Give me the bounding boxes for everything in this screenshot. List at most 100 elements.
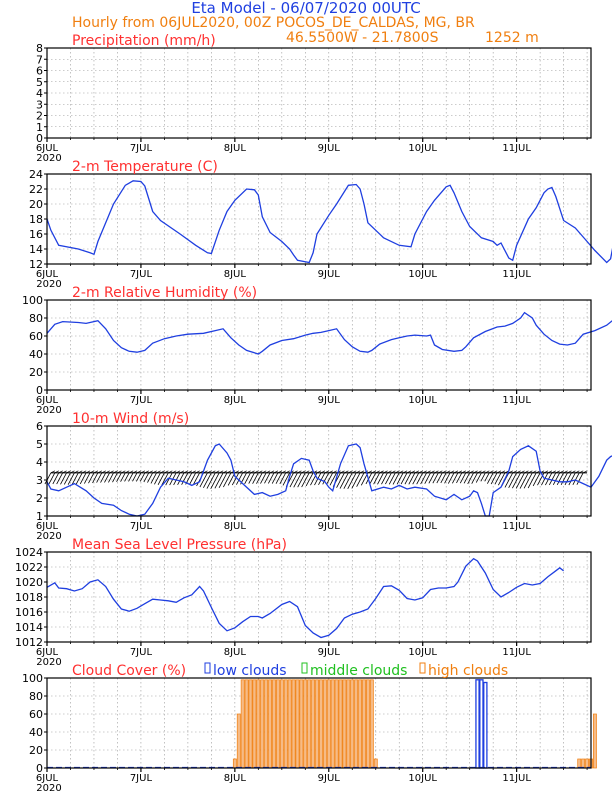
wind-barb bbox=[192, 472, 200, 486]
wind-barb bbox=[484, 472, 490, 482]
wind-barb-tick bbox=[446, 470, 451, 474]
relative_humidity-ytick-label: 0 bbox=[36, 384, 43, 397]
wind-barb bbox=[504, 472, 514, 488]
temperature-ytick-label: 24 bbox=[29, 168, 43, 181]
high-cloud-bar bbox=[279, 679, 284, 769]
wind-barb bbox=[436, 472, 443, 484]
temperature-day-label: 9JUL bbox=[318, 269, 341, 280]
high-cloud-bar bbox=[592, 713, 597, 769]
wind-barb-tick bbox=[328, 470, 333, 474]
wind-barb-tick bbox=[54, 470, 60, 474]
mslp-ytick-label: 1024 bbox=[15, 546, 43, 559]
wind-barb-tick bbox=[66, 470, 71, 474]
wind-barb bbox=[459, 472, 467, 484]
wind-barb-tick bbox=[207, 470, 212, 474]
wind-barb bbox=[282, 472, 291, 486]
wind-barb-tick bbox=[465, 470, 470, 474]
wind-barb-tick bbox=[516, 470, 521, 474]
high-cloud-bar bbox=[358, 679, 363, 769]
wind-barb-tick bbox=[379, 470, 384, 474]
cloud_cover-frame bbox=[46, 677, 592, 769]
wind-barb bbox=[343, 472, 353, 489]
precipitation-ytick-label: 3 bbox=[36, 98, 43, 111]
high-cloud-bar bbox=[322, 679, 327, 769]
precipitation-ytick-label: 7 bbox=[36, 53, 43, 66]
wind-barb-tick bbox=[547, 470, 553, 474]
wind-barb-tick bbox=[101, 470, 106, 474]
wind-barb-tick bbox=[273, 470, 279, 474]
wind-barb bbox=[199, 472, 208, 488]
wind-barb-tick bbox=[430, 470, 435, 474]
wind-barb bbox=[326, 472, 334, 485]
temperature-ytick-label: 14 bbox=[29, 243, 43, 256]
wind-barb-tick bbox=[113, 470, 118, 474]
temperature-day-label: 7JUL bbox=[130, 269, 153, 280]
relative_humidity-ytick-label: 80 bbox=[29, 312, 43, 325]
wind-barb-tick bbox=[500, 470, 506, 474]
wind-barb-tick bbox=[164, 470, 169, 474]
wind-barb bbox=[564, 472, 572, 486]
wind-barb-tick bbox=[371, 470, 377, 474]
wind-barb bbox=[556, 472, 564, 486]
high-cloud-bar bbox=[334, 679, 339, 769]
wind-barb-tick bbox=[344, 470, 349, 474]
station-elevation: 1252 m bbox=[485, 30, 539, 46]
wind-barb bbox=[214, 472, 224, 489]
wind-barb-tick bbox=[340, 470, 345, 474]
wind-barb-tick bbox=[238, 470, 243, 474]
wind-barb-tick bbox=[332, 470, 337, 474]
mslp-day-label: 11JUL bbox=[502, 647, 531, 658]
wind-barb-tick bbox=[222, 470, 228, 474]
wind-barb-tick bbox=[359, 470, 365, 474]
precipitation-ytick-label: 4 bbox=[36, 87, 43, 100]
cloud_cover-ytick-label: 20 bbox=[29, 744, 43, 757]
relative_humidity-day-label: 6JUL bbox=[36, 395, 59, 406]
high-cloud-bar bbox=[366, 679, 370, 769]
wind-barb-tick bbox=[320, 470, 326, 474]
wind-barb bbox=[408, 472, 416, 485]
high-cloud-bar bbox=[244, 679, 249, 769]
wind-barb-tick bbox=[269, 470, 275, 474]
wind-barb bbox=[305, 472, 314, 487]
wind-barb-tick bbox=[571, 470, 576, 474]
wind-barb bbox=[519, 472, 529, 489]
wind-barb-tick bbox=[136, 470, 142, 474]
wind-barb bbox=[336, 472, 345, 488]
high-cloud-bar bbox=[283, 679, 288, 769]
high-clouds-legend-label: high clouds bbox=[428, 663, 508, 679]
high-cloud-bar bbox=[350, 679, 355, 769]
mslp-ytick-label: 1012 bbox=[15, 636, 43, 649]
wind-barb bbox=[463, 472, 471, 484]
precipitation-day-label: 9JUL bbox=[318, 143, 341, 154]
wind-barb bbox=[369, 472, 377, 485]
wind-barb bbox=[112, 472, 118, 483]
wind-barb bbox=[385, 472, 392, 485]
high-cloud-bar bbox=[585, 758, 590, 769]
wind-barb bbox=[100, 472, 107, 483]
wind-frame bbox=[46, 425, 592, 517]
cloud_cover-ytick-label: 80 bbox=[29, 690, 43, 703]
wind-barb bbox=[79, 472, 87, 485]
mslp-ytick-label: 1016 bbox=[15, 606, 43, 619]
wind-barb bbox=[490, 472, 498, 485]
wind-barb bbox=[161, 472, 169, 486]
wind-barb bbox=[498, 472, 506, 486]
low-cloud-bar bbox=[475, 679, 480, 769]
wind-barb-tick bbox=[179, 470, 185, 474]
wind-barb-tick bbox=[426, 470, 431, 474]
high-cloud-bar bbox=[248, 679, 253, 769]
wind-day-label: 10JUL bbox=[408, 521, 437, 532]
temperature-ytick-label: 22 bbox=[29, 183, 43, 196]
wind-barb bbox=[351, 472, 361, 489]
mslp-line bbox=[46, 557, 564, 639]
wind-barb bbox=[568, 472, 576, 486]
wind-barb bbox=[52, 472, 60, 485]
temperature-ytick-label: 16 bbox=[29, 228, 43, 241]
wind-barb-tick bbox=[383, 470, 388, 474]
wind-barb-tick bbox=[258, 470, 263, 474]
wind-barb bbox=[157, 472, 165, 485]
wind-barb bbox=[428, 472, 435, 484]
wind-barb-tick bbox=[481, 470, 486, 474]
mslp-ytick-label: 1014 bbox=[15, 621, 43, 634]
wind-barb bbox=[515, 472, 525, 489]
